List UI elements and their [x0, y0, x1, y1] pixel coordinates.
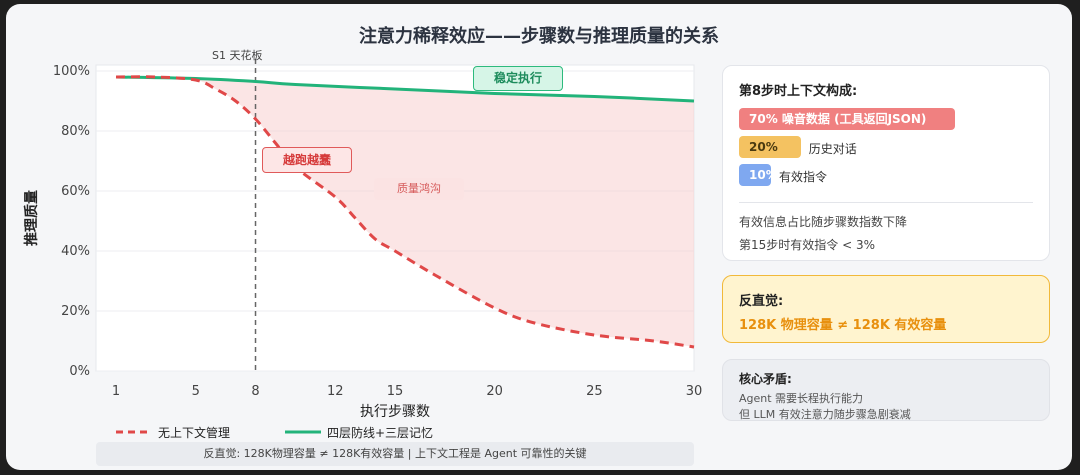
panel-divider	[739, 202, 1033, 203]
y-tick-label: 60%	[61, 184, 90, 199]
y-tick-labels: 0% 20% 40% 60% 80% 100%	[53, 64, 90, 379]
bar-history: 20%	[739, 136, 801, 158]
x-tick-label: 30	[686, 384, 703, 399]
y-tick-label: 80%	[61, 124, 90, 139]
series-line-managed	[115, 75, 695, 103]
legend-solid-label: 四层防线+三层记忆	[327, 426, 434, 440]
y-tick-label: 20%	[61, 304, 90, 319]
legend-dashed-label: 无上下文管理	[158, 426, 231, 440]
core-conflict-panel: 核心矛盾: Agent 需要长程执行能力 但 LLM 有效注意力随步骤急剧衰减	[722, 359, 1050, 421]
conflict-line-1: Agent 需要长程执行能力	[739, 392, 864, 405]
figure-card: 注意力稀释效应——步骤数与推理质量的关系 0% 20% 40% 60% 80% 100% …	[6, 4, 1072, 470]
x-axis-label: 执行步骤数	[360, 404, 430, 420]
annotation-runaway: 越跑越蠢	[262, 147, 352, 173]
x-tick-label: 5	[192, 384, 200, 399]
bar-history-label: 历史对话	[808, 142, 857, 156]
bar-instructions: 10%	[739, 164, 778, 186]
chart-title: 注意力稀释效应——步骤数与推理质量的关系	[359, 26, 719, 47]
x-tick-label: 1	[112, 384, 120, 399]
context-panel-title: 第8步时上下文构成:	[739, 84, 858, 99]
x-tick-label: 20	[486, 384, 503, 399]
x-tick-label: 15	[387, 384, 404, 399]
conflict-line-2: 但 LLM 有效注意力随步骤急剧衰减	[739, 408, 911, 421]
chart-svg: 0%20%40%60%80%100% 1 5 8 12 15 20 25 30 执行步骤数 推…	[23, 59, 702, 434]
x-tick-label: 8	[251, 384, 259, 399]
x-tick-label: 12	[327, 384, 344, 399]
y-tick-label: 100%	[53, 64, 90, 79]
counter-intuitive-panel: 反直觉: 128K 物理容量 ≠ 128K 有效容量	[722, 275, 1050, 343]
annotation-stable: 稳定执行	[473, 66, 563, 91]
quality-gap-area	[116, 76, 694, 348]
y-axis-label: 推理质量	[23, 190, 40, 246]
ceiling-label: S1 天花板	[212, 49, 263, 62]
context-note-1: 有效信息占比随步骤数指数下降	[739, 215, 908, 229]
x-tick-labels: 1 5 8 12 15 20 25 30	[112, 384, 702, 399]
counter-panel-title: 反直觉:	[739, 294, 784, 309]
footer-note: 反直觉: 128K物理容量 ≠ 128K有效容量 | 上下文工程是 Agent …	[96, 442, 694, 466]
conflict-panel-title: 核心矛盾:	[739, 372, 792, 386]
y-tick-label: 40%	[61, 244, 90, 259]
counter-panel-text: 128K 物理容量 ≠ 128K 有效容量	[739, 318, 947, 333]
annotation-quality-gap: 质量鸿沟	[374, 178, 464, 200]
context-note-2: 第15步时有效指令 < 3%	[739, 238, 875, 252]
y-tick-label: 0%	[69, 364, 90, 379]
bar-noise: 70% 噪音数据 (工具返回JSON)	[739, 108, 955, 130]
bar-instructions-label: 有效指令	[779, 170, 828, 184]
x-tick-label: 25	[586, 384, 603, 399]
context-composition-panel: 第8步时上下文构成: 70% 噪音数据 (工具返回JSON) 20% 历史对话 …	[722, 65, 1050, 261]
